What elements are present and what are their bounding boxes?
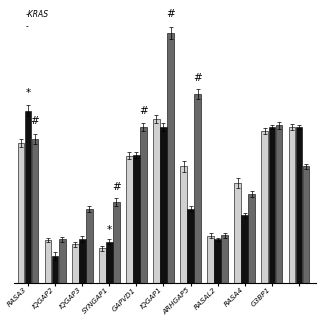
Bar	[187, 209, 194, 283]
Bar	[153, 119, 160, 283]
Bar	[160, 127, 167, 283]
Bar	[44, 240, 52, 283]
Bar	[133, 155, 140, 283]
Bar	[86, 209, 92, 283]
Bar	[303, 166, 309, 283]
Text: -KRAS: -KRAS	[26, 10, 49, 19]
Text: #: #	[31, 116, 39, 126]
Bar	[140, 127, 147, 283]
Bar	[59, 239, 66, 283]
Bar	[296, 127, 302, 283]
Bar	[207, 236, 214, 283]
Bar	[268, 127, 275, 283]
Bar	[79, 239, 85, 283]
Text: #: #	[112, 182, 121, 192]
Bar	[261, 131, 268, 283]
Text: #: #	[193, 73, 202, 83]
Bar	[72, 244, 78, 283]
Bar	[194, 94, 201, 283]
Bar	[221, 235, 228, 283]
Bar	[289, 127, 295, 283]
Text: #: #	[139, 106, 148, 116]
Bar	[18, 143, 24, 283]
Bar	[214, 239, 221, 283]
Bar	[32, 139, 38, 283]
Bar	[180, 166, 187, 283]
Bar	[25, 111, 31, 283]
Bar	[241, 215, 248, 283]
Bar	[99, 248, 106, 283]
Bar	[248, 194, 255, 283]
Bar	[126, 156, 133, 283]
Bar	[113, 202, 120, 283]
Bar	[234, 183, 241, 283]
Bar	[276, 125, 282, 283]
Bar	[106, 242, 113, 283]
Bar	[52, 256, 59, 283]
Text: -: -	[26, 22, 28, 31]
Text: *: *	[107, 225, 112, 235]
Text: #: #	[166, 9, 175, 19]
Text: *: *	[25, 88, 30, 98]
Bar	[167, 33, 174, 283]
